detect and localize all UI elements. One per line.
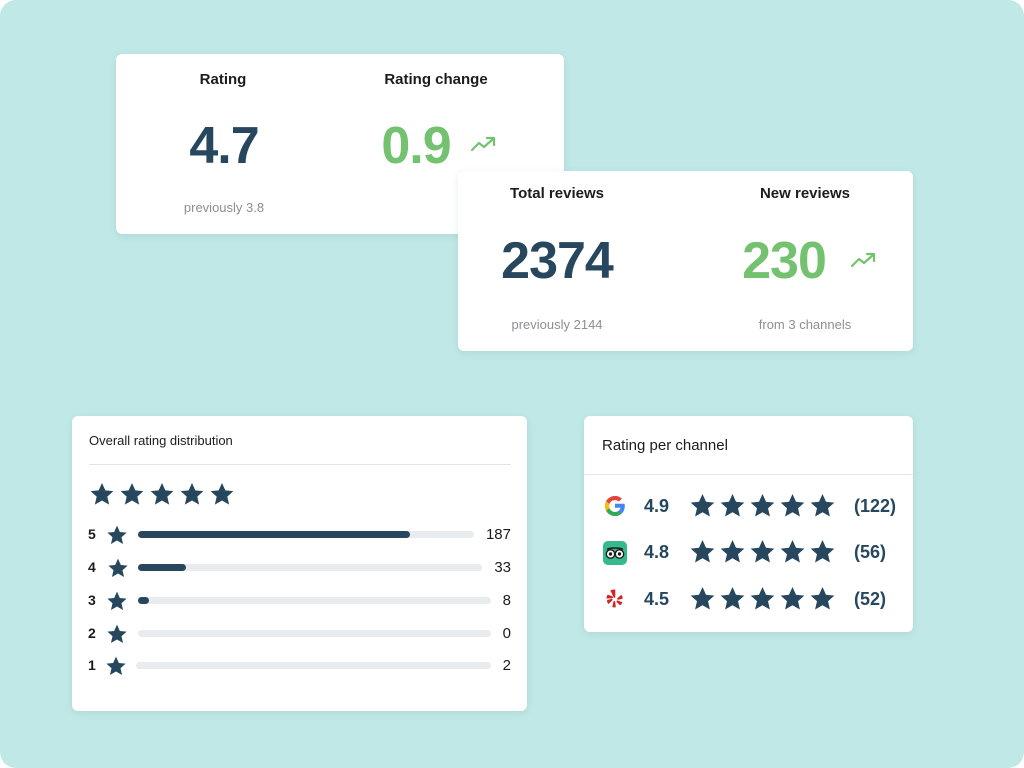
star-icon — [810, 587, 835, 610]
star-icon — [690, 540, 715, 563]
star-icon — [107, 525, 127, 544]
star-icon — [107, 624, 127, 643]
new-reviews-source: from 3 channels — [758, 317, 852, 332]
channel-review-count: (52) — [854, 589, 887, 609]
row-count: 8 — [502, 592, 511, 609]
star-icon — [750, 587, 775, 610]
divider — [584, 474, 913, 475]
star-icon — [180, 482, 204, 505]
star-icon — [210, 482, 234, 505]
channel-review-count: (122) — [854, 496, 897, 516]
star-icon — [720, 540, 745, 563]
star-icon — [750, 540, 775, 563]
channel-review-count: (56) — [854, 542, 887, 562]
star-icon — [690, 587, 715, 610]
distribution-bar-track — [138, 564, 482, 571]
distribution-bar-fill — [138, 531, 411, 538]
channel-title: Rating per channel — [602, 437, 728, 454]
rating-card: Rating 4.7 previously 3.8 Rating change … — [116, 54, 564, 234]
distribution-title: Overall rating distribution — [89, 433, 233, 448]
row-star-value: 5 — [88, 526, 96, 542]
rating-change-label: Rating change — [384, 71, 488, 88]
star-icon — [150, 482, 174, 505]
star-icon — [120, 482, 144, 505]
star-icon — [106, 656, 126, 675]
star-icon — [810, 494, 835, 517]
distribution-bar-track — [138, 597, 491, 604]
star-icon — [690, 494, 715, 517]
total-reviews-label: Total reviews — [510, 185, 604, 202]
star-icon — [750, 494, 775, 517]
channel-rating: 4.9 — [644, 496, 670, 516]
google-icon — [605, 496, 625, 516]
star-icon — [108, 558, 128, 577]
star-icon — [810, 540, 835, 563]
row-star-value: 3 — [88, 592, 96, 608]
tripadvisor-icon — [603, 541, 627, 565]
distribution-bar-track — [138, 531, 474, 538]
distribution-bar-fill — [138, 564, 187, 571]
row-star-value: 2 — [88, 625, 96, 641]
total-reviews-value: 2374 — [501, 232, 614, 290]
star-icon — [780, 494, 805, 517]
row-count: 187 — [485, 526, 511, 543]
trend-up-icon — [471, 136, 496, 152]
rating-previous: previously 3.8 — [183, 200, 265, 215]
channel-rating: 4.5 — [644, 589, 670, 609]
trend-up-icon — [851, 252, 876, 268]
yelp-icon — [603, 587, 627, 611]
channel-card: Rating per channel 4.9 (122) 4.8 — [584, 416, 913, 632]
star-icon — [780, 540, 805, 563]
divider — [89, 464, 511, 465]
distribution-bar-fill — [138, 597, 149, 604]
row-count: 0 — [502, 625, 511, 642]
new-reviews-label: New reviews — [759, 185, 851, 202]
star-icon — [90, 482, 114, 505]
star-icon — [107, 591, 127, 610]
star-icon — [720, 494, 745, 517]
row-star-value: 1 — [88, 657, 96, 673]
channel-rating: 4.8 — [644, 542, 670, 562]
row-count: 33 — [494, 559, 511, 576]
total-reviews-previous: previously 2144 — [511, 317, 603, 332]
distribution-card: Overall rating distribution 5 187 4 33 3… — [72, 416, 527, 711]
rating-change-value: 0.9 — [381, 117, 451, 175]
row-count: 2 — [502, 657, 511, 674]
new-reviews-value: 230 — [742, 232, 827, 290]
rating-value: 4.7 — [189, 117, 259, 175]
reviews-card: Total reviews 2374 previously 2144 New r… — [458, 171, 913, 351]
star-icon — [720, 587, 745, 610]
distribution-bar-track — [136, 662, 491, 669]
row-star-value: 4 — [88, 559, 96, 575]
star-icon — [780, 587, 805, 610]
distribution-bar-track — [138, 630, 491, 637]
rating-label: Rating — [199, 71, 247, 88]
